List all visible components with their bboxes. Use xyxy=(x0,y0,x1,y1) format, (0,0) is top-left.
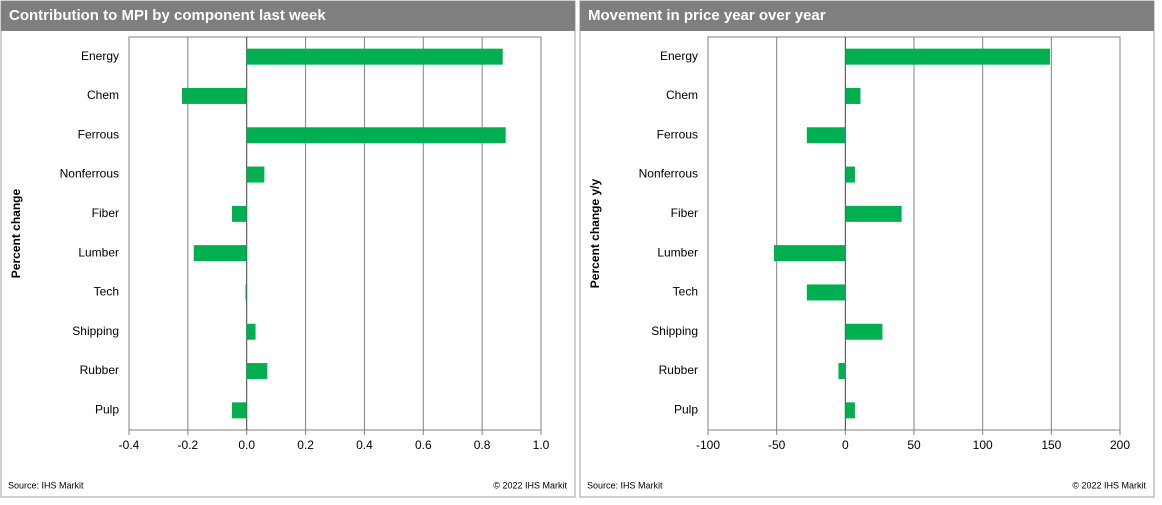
bar xyxy=(245,284,247,301)
bar xyxy=(845,48,1050,65)
category-label: Rubber xyxy=(80,363,119,377)
source-note: Source: IHS Markit xyxy=(8,480,84,490)
bar xyxy=(193,245,247,262)
bar xyxy=(806,284,846,301)
bar xyxy=(806,127,846,144)
category-label: Energy xyxy=(660,49,698,63)
x-tick-label: 0.8 xyxy=(474,438,491,452)
x-tick-label: -100 xyxy=(696,438,720,452)
x-tick-label: 0.4 xyxy=(356,438,373,452)
x-tick-label: 50 xyxy=(907,438,921,452)
bar xyxy=(845,205,902,222)
bar xyxy=(246,127,506,144)
category-label: Fiber xyxy=(92,206,119,220)
source-note: Source: IHS Markit xyxy=(587,480,663,490)
category-label: Shipping xyxy=(72,324,119,338)
x-tick-label: 100 xyxy=(973,438,993,452)
panel-header xyxy=(580,1,1154,31)
panel xyxy=(579,0,1155,498)
x-tick-label: -0.4 xyxy=(119,438,140,452)
x-tick-label: 200 xyxy=(1110,438,1130,452)
category-label: Shipping xyxy=(651,324,698,338)
panel xyxy=(0,0,576,498)
category-label: Energy xyxy=(81,49,119,63)
category-label: Chem xyxy=(666,88,698,102)
x-tick-label: -50 xyxy=(768,438,786,452)
bar xyxy=(845,402,855,419)
panel-title: Movement in price year over year xyxy=(588,7,826,24)
category-label: Pulp xyxy=(95,403,119,417)
category-label: Tech xyxy=(94,285,119,299)
category-label: Tech xyxy=(673,285,698,299)
bar xyxy=(232,205,247,222)
x-tick-label: 150 xyxy=(1041,438,1061,452)
x-tick-label: 0.6 xyxy=(415,438,432,452)
bar xyxy=(232,402,247,419)
bar xyxy=(246,323,256,340)
x-tick-label: 1.0 xyxy=(533,438,550,452)
panel-header xyxy=(1,1,575,31)
bar xyxy=(181,87,247,104)
bar xyxy=(838,363,846,380)
y-axis-label: Percent change xyxy=(9,188,23,278)
x-tick-label: 0.2 xyxy=(297,438,314,452)
y-axis-label: Percent change y/y xyxy=(588,178,602,288)
category-label: Pulp xyxy=(674,403,698,417)
x-tick-label: -0.2 xyxy=(178,438,199,452)
copyright-note: © 2022 IHS Markit xyxy=(493,480,567,490)
category-label: Chem xyxy=(87,88,119,102)
panel-title: Contribution to MPI by component last we… xyxy=(9,7,326,24)
category-label: Lumber xyxy=(657,245,698,259)
bar xyxy=(246,363,268,380)
bar xyxy=(845,87,861,104)
copyright-note: © 2022 IHS Markit xyxy=(1072,480,1146,490)
category-label: Nonferrous xyxy=(639,167,698,181)
bar xyxy=(773,245,846,262)
x-tick-label: 0.0 xyxy=(238,438,255,452)
category-label: Rubber xyxy=(659,363,698,377)
bar xyxy=(845,323,883,340)
bar xyxy=(845,166,855,183)
category-label: Ferrous xyxy=(657,127,698,141)
category-label: Lumber xyxy=(78,245,119,259)
bar xyxy=(246,166,265,183)
category-label: Fiber xyxy=(671,206,698,220)
category-label: Ferrous xyxy=(78,127,119,141)
category-label: Nonferrous xyxy=(60,167,119,181)
x-tick-label: 0 xyxy=(842,438,849,452)
bar xyxy=(246,48,503,65)
